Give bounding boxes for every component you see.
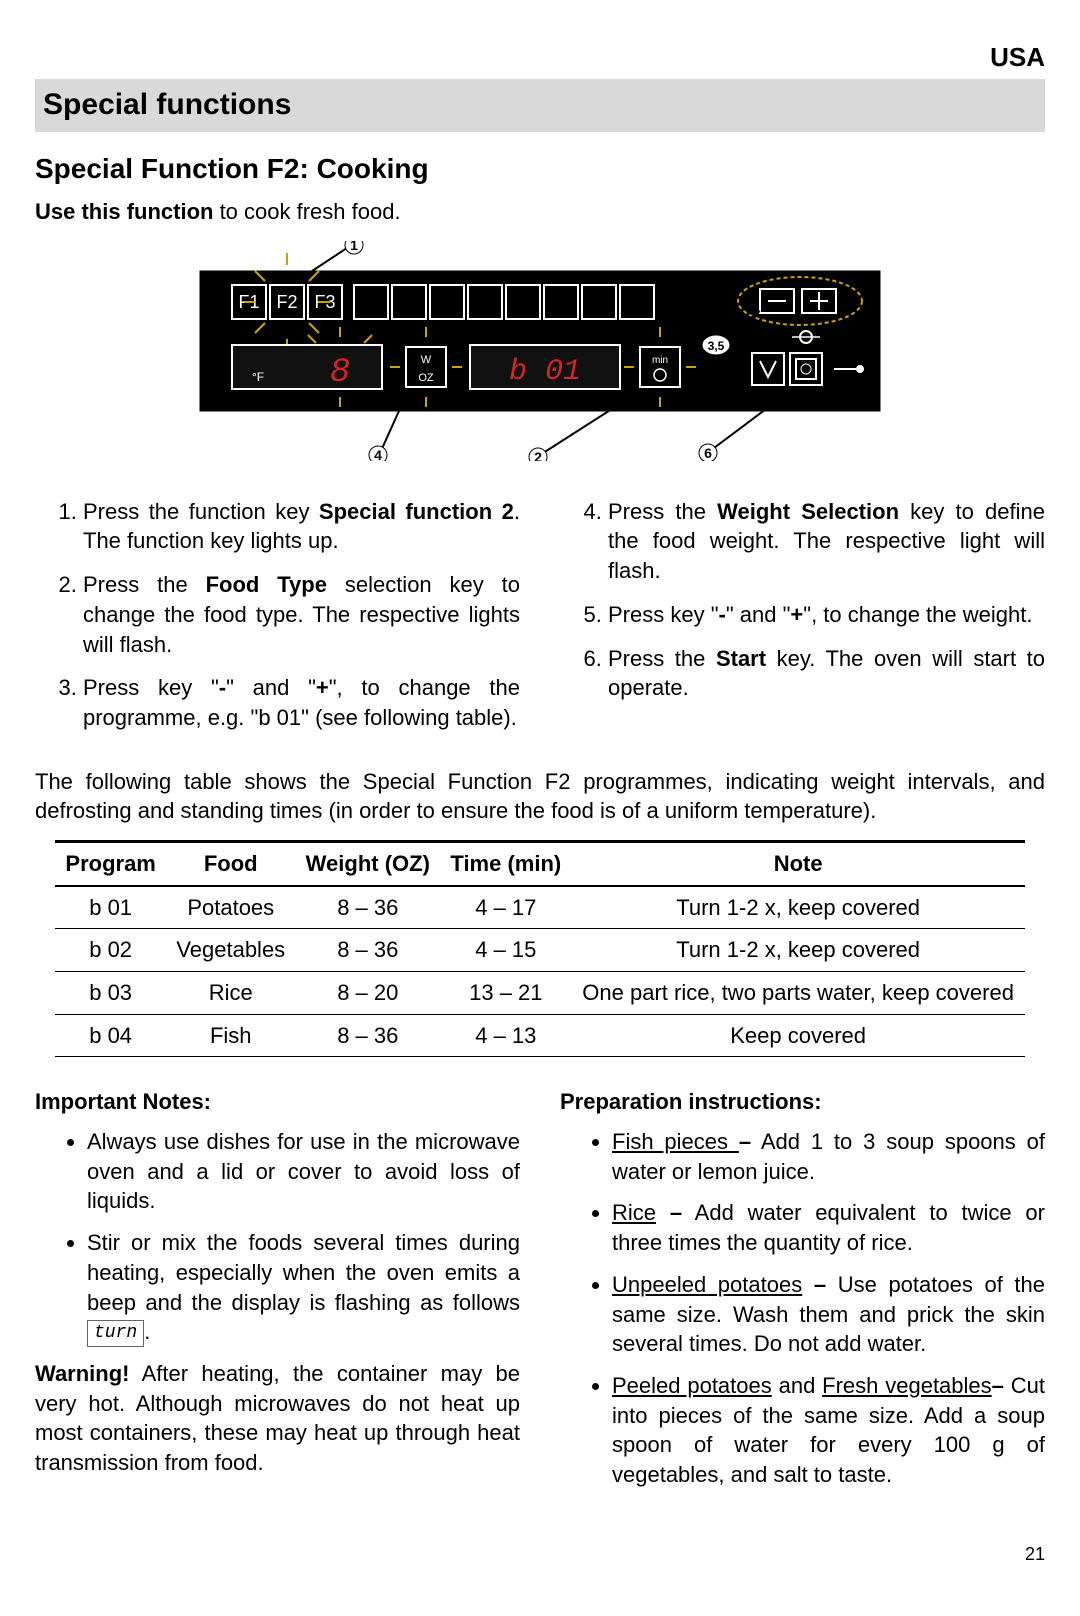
prep-item: Unpeeled potatoes – Use potatoes of the …: [612, 1270, 1045, 1359]
table-cell: Turn 1-2 x, keep covered: [571, 929, 1024, 972]
page-number: 21: [35, 1542, 1045, 1566]
steps-columns: Press the function key Special function …: [35, 497, 1045, 747]
table-intro: The following table shows the Special Fu…: [35, 767, 1045, 826]
svg-text:3,5: 3,5: [708, 339, 725, 353]
table-cell: Keep covered: [571, 1014, 1024, 1057]
prep-item: Fish pieces – Add 1 to 3 soup spoons of …: [612, 1127, 1045, 1186]
table-cell: b 04: [55, 1014, 166, 1057]
table-cell: 8 – 36: [295, 886, 440, 929]
warning-text: Warning! After heating, the container ma…: [35, 1359, 520, 1478]
table-cell: Fish: [166, 1014, 295, 1057]
table-cell: b 03: [55, 972, 166, 1015]
prep-heading: Preparation instructions:: [560, 1087, 1045, 1117]
steps-left-list: Press the function key Special function …: [35, 497, 520, 733]
svg-text:°F: °F: [252, 370, 264, 384]
svg-text:6: 6: [704, 445, 712, 461]
warning-bold: Warning!: [35, 1361, 130, 1386]
table-cell: b 02: [55, 929, 166, 972]
table-header-cell: Weight (OZ): [295, 841, 440, 885]
notes-columns: Important Notes: Always use dishes for u…: [35, 1087, 1045, 1501]
steps-right-list: Press the Weight Selection key to define…: [560, 497, 1045, 703]
table-cell: 13 – 21: [440, 972, 571, 1015]
table-cell: Turn 1-2 x, keep covered: [571, 886, 1024, 929]
step-item: Press key "-" and "+", to change the wei…: [608, 600, 1045, 630]
table-row: b 02Vegetables8 – 364 – 15Turn 1-2 x, ke…: [55, 929, 1025, 972]
important-notes-list: Always use dishes for use in the microwa…: [35, 1127, 520, 1347]
display-weight: 8: [330, 354, 350, 392]
note-item: Stir or mix the foods several times duri…: [87, 1228, 520, 1347]
subsection-heading: Special Function F2: Cooking: [35, 150, 1045, 188]
display-program: b 01: [509, 355, 581, 389]
table-cell: Vegetables: [166, 929, 295, 972]
note-item: Always use dishes for use in the microwa…: [87, 1127, 520, 1216]
table-header-row: ProgramFoodWeight (OZ)Time (min)Note: [55, 841, 1025, 885]
prep-item: Rice – Add water equivalent to twice or …: [612, 1198, 1045, 1257]
intro-text: Use this function to cook fresh food.: [35, 197, 1045, 227]
section-banner: Special functions: [35, 79, 1045, 132]
important-notes-heading: Important Notes:: [35, 1087, 520, 1117]
table-body: b 01Potatoes8 – 364 – 17Turn 1-2 x, keep…: [55, 886, 1025, 1057]
svg-text:min: min: [652, 355, 668, 366]
country-label: USA: [35, 40, 1045, 75]
prep-item: Peeled potatoes and Fresh vegetables– Cu…: [612, 1371, 1045, 1490]
svg-text:4: 4: [374, 447, 382, 461]
table-cell: b 01: [55, 886, 166, 929]
table-row: b 03Rice8 – 2013 – 21One part rice, two …: [55, 972, 1025, 1015]
svg-text:2: 2: [534, 449, 542, 461]
table-cell: One part rice, two parts water, keep cov…: [571, 972, 1024, 1015]
table-row: b 04Fish8 – 364 – 13Keep covered: [55, 1014, 1025, 1057]
prep-list: Fish pieces – Add 1 to 3 soup spoons of …: [560, 1127, 1045, 1490]
step-item: Press key "-" and "+", to change the pro…: [83, 673, 520, 732]
table-header-cell: Program: [55, 841, 166, 885]
table-header-cell: Time (min): [440, 841, 571, 885]
intro-bold: Use this function: [35, 199, 213, 224]
table-header-cell: Note: [571, 841, 1024, 885]
intro-rest: to cook fresh food.: [213, 199, 400, 224]
svg-text:W: W: [421, 354, 432, 366]
control-panel-figure: F1 F2 F3 °F 8 W OZ: [35, 241, 1045, 469]
table-cell: 4 – 15: [440, 929, 571, 972]
step-item: Press the Food Type selection key to cha…: [83, 570, 520, 659]
table-cell: 4 – 17: [440, 886, 571, 929]
table-cell: 4 – 13: [440, 1014, 571, 1057]
step-item: Press the Weight Selection key to define…: [608, 497, 1045, 586]
table-cell: 8 – 36: [295, 1014, 440, 1057]
control-panel-svg: F1 F2 F3 °F 8 W OZ: [140, 241, 940, 461]
table-cell: Rice: [166, 972, 295, 1015]
step-item: Press the function key Special function …: [83, 497, 520, 556]
table-cell: 8 – 36: [295, 929, 440, 972]
table-cell: Potatoes: [166, 886, 295, 929]
svg-text:1: 1: [350, 241, 358, 253]
table-row: b 01Potatoes8 – 364 – 17Turn 1-2 x, keep…: [55, 886, 1025, 929]
step-item: Press the Start key. The oven will start…: [608, 644, 1045, 703]
svg-text:F2: F2: [276, 292, 297, 312]
table-cell: 8 – 20: [295, 972, 440, 1015]
svg-text:OZ: OZ: [418, 372, 434, 384]
table-header-cell: Food: [166, 841, 295, 885]
program-table: ProgramFoodWeight (OZ)Time (min)Note b 0…: [55, 840, 1025, 1057]
